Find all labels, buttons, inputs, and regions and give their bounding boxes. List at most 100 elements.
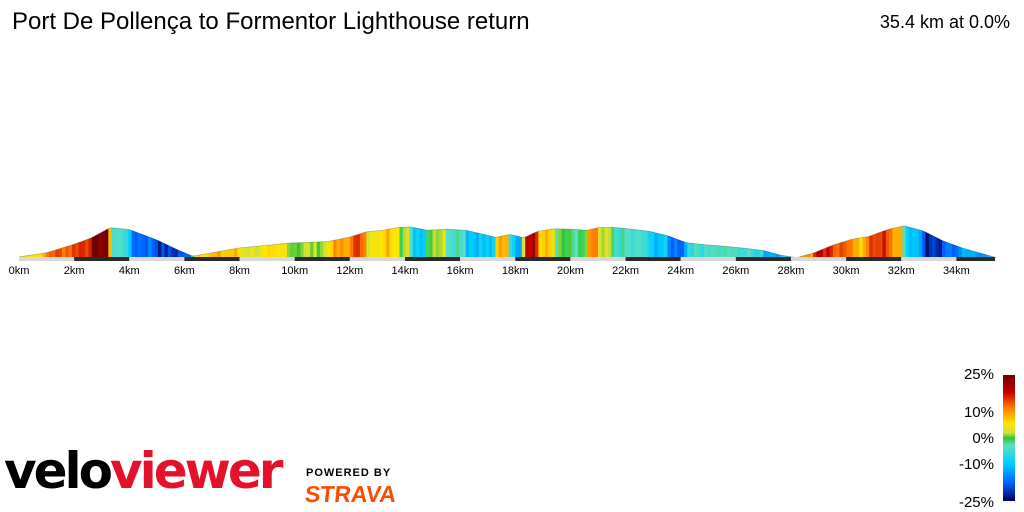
profile-slice <box>366 231 371 258</box>
profile-slice <box>723 246 728 258</box>
x-tick-label: 34km <box>943 265 970 277</box>
profile-slice <box>770 252 774 258</box>
profile-slice <box>114 228 119 258</box>
profile-slice <box>323 241 328 258</box>
profile-slice <box>320 241 324 258</box>
baseline-band <box>846 257 902 261</box>
profile-slice <box>657 233 662 258</box>
profile-slice <box>634 229 639 258</box>
profile-slice <box>161 242 166 258</box>
profile-slice <box>971 250 976 258</box>
profile-slice <box>650 231 655 258</box>
x-tick-label: 12km <box>336 265 363 277</box>
profile-slice <box>174 248 179 258</box>
profile-slice <box>326 241 331 258</box>
profile-slice <box>118 228 123 258</box>
x-tick-label: 2km <box>64 265 85 277</box>
profile-slice <box>975 251 980 258</box>
profile-slice <box>865 236 870 258</box>
profile-slice <box>306 242 311 258</box>
profile-slice <box>452 229 457 258</box>
profile-slice <box>485 234 490 258</box>
profile-slice <box>882 230 887 258</box>
profile-slice <box>951 244 956 258</box>
profile-slice <box>687 242 692 258</box>
profile-slice <box>644 230 649 258</box>
profile-slice <box>607 227 612 258</box>
x-axis-ticks: 0km 2km 4km 6km 8km 10km 12km 14km 16km 18km 20km 2… <box>9 265 970 277</box>
profile-slice <box>588 229 592 258</box>
legend-label: -25% <box>958 494 994 511</box>
profile-slice <box>528 233 533 258</box>
profile-slice <box>822 247 827 258</box>
profile-slice <box>336 239 341 258</box>
profile-slice <box>88 237 93 258</box>
profile-slice <box>177 249 182 258</box>
profile-slice <box>647 231 652 258</box>
profile-slice <box>581 229 586 258</box>
legend-label: 0% <box>972 430 994 447</box>
x-tick-label: 26km <box>722 265 749 277</box>
profile-slice <box>263 245 268 258</box>
x-tick-label: 24km <box>667 265 694 277</box>
profile-slice <box>736 247 741 258</box>
profile-slice <box>445 229 450 258</box>
baseline-band <box>129 257 185 261</box>
profile-slice <box>62 246 66 258</box>
profile-slice <box>101 230 106 258</box>
profile-slice <box>346 237 351 258</box>
profile-slice <box>710 245 715 258</box>
profile-slice <box>376 230 381 258</box>
logo-viewer: viewer <box>110 442 283 500</box>
profile-slice <box>740 247 745 258</box>
profile-slice <box>869 234 874 258</box>
profile-slice <box>965 248 970 258</box>
profile-slice <box>482 234 487 258</box>
profile-slice <box>700 244 705 258</box>
profile-slice <box>604 227 609 258</box>
profile-slice <box>316 241 321 258</box>
x-tick-label: 6km <box>174 265 195 277</box>
profile-slice <box>809 253 814 258</box>
profile-slice <box>899 226 903 258</box>
profile-slice <box>584 229 589 258</box>
profile-slice <box>409 226 414 258</box>
profile-slice <box>439 229 444 258</box>
profile-slice <box>379 230 384 258</box>
profile-slice <box>538 230 543 258</box>
profile-slice <box>435 229 440 258</box>
profile-slice <box>515 235 520 258</box>
profile-slice <box>664 234 669 258</box>
profile-slice <box>81 240 86 258</box>
profile-slice <box>234 248 238 258</box>
x-tick-label: 20km <box>557 265 584 277</box>
profile-slice <box>938 238 943 258</box>
profile-slice <box>574 229 579 258</box>
profile-slice <box>908 227 913 258</box>
profile-slice <box>207 252 212 258</box>
x-tick-label: 14km <box>392 265 419 277</box>
route-summary: 35.4 km at 0.0% <box>879 12 1010 32</box>
profile-slice <box>492 236 497 258</box>
profile-slice <box>396 227 401 258</box>
profile-slice <box>859 237 864 258</box>
profile-slice <box>105 228 109 258</box>
profile-slice <box>157 240 162 258</box>
profile-slice <box>141 234 146 258</box>
profile-slice <box>52 249 56 258</box>
profile-slice <box>148 236 152 258</box>
profile-slice <box>955 245 960 258</box>
profile-slice <box>621 228 626 258</box>
profile-slice <box>290 242 295 258</box>
profile-slice <box>257 245 262 258</box>
profile-slice <box>713 245 718 258</box>
profile-slice <box>333 239 338 258</box>
strava-logo: STRAVA <box>303 481 398 507</box>
profile-outline <box>18 225 996 259</box>
profile-slice <box>915 228 920 258</box>
profile-slice <box>594 227 599 258</box>
x-tick-label: 16km <box>447 265 474 277</box>
x-tick-label: 30km <box>833 265 860 277</box>
profile-slice <box>475 232 480 258</box>
logo-velo: velo <box>4 442 113 500</box>
